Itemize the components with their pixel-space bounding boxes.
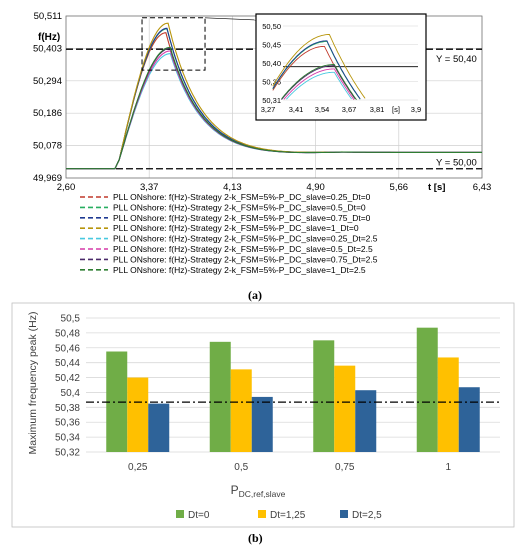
bar-x-axis-label: PDC,ref,slave — [231, 483, 286, 499]
series-line — [66, 46, 482, 170]
inset-x-tick-label: 3,54 — [315, 105, 330, 114]
bar-y-axis-label: Maximum frequency peak (Hz) — [27, 312, 39, 455]
bar-category-label: 1 — [445, 462, 451, 473]
bar — [209, 341, 231, 452]
inset-x-tick-label: [s] — [392, 105, 400, 114]
bar — [230, 369, 252, 452]
inset-series-line — [286, 71, 352, 100]
bar-y-tick-label: 50,44 — [55, 358, 80, 369]
legend-label: PLL ONshore: f(Hz)-Strategy 2-k_FSM=5%-P… — [113, 234, 378, 244]
x-tick-label: 4,90 — [306, 182, 325, 193]
bar-y-tick-label: 50,42 — [55, 373, 80, 384]
bar — [334, 365, 356, 452]
legend-label: PLL ONshore: f(Hz)-Strategy 2-k_FSM=5%-P… — [113, 223, 359, 233]
frequency-line-chart: 49,969 50,078 50,186 50,294 50,403 50,511 2,60… — [33, 11, 492, 275]
inset-x-tick-label: 3,27 — [261, 105, 276, 114]
y-tick-label: 50,511 — [34, 11, 62, 22]
bar-y-tick-label: 50,5 — [61, 314, 81, 325]
reference-label-bottom: Y = 50,00 — [436, 158, 477, 169]
legend-label: PLL ONshore: f(Hz)-Strategy 2-k_FSM=5%-P… — [113, 254, 378, 264]
legend-label: PLL ONshore: f(Hz)-Strategy 2-k_FSM=5%-P… — [113, 213, 371, 223]
bar — [127, 377, 149, 452]
inset-x-tick-label: 3,67 — [342, 105, 357, 114]
inset-x-tick-label: 3,41 — [289, 105, 304, 114]
inset-y-tick-label: 50,36 — [262, 78, 281, 87]
bar-category-label: 0,5 — [234, 462, 248, 473]
bar — [148, 403, 170, 452]
inset-x-tick-label: 3,81 — [370, 105, 385, 114]
reference-label-top: Y = 50,40 — [436, 54, 477, 65]
y-axis-label: f(Hz) — [38, 32, 60, 43]
inset-series-line — [283, 68, 355, 101]
caption-a: (a) — [248, 288, 262, 302]
bar-y-tick-label: 50,48 — [55, 328, 80, 339]
bar — [437, 357, 459, 452]
bar-legend-label: Dt=2,5 — [352, 510, 382, 521]
bar-legend-swatch — [258, 510, 266, 518]
inset-y-tick-label: 50,31 — [262, 96, 281, 105]
bar-category-label: 0,25 — [128, 462, 148, 473]
bar-y-tick-label: 50,36 — [55, 418, 80, 429]
bar — [458, 387, 480, 452]
x-axis-label: t [s] — [428, 182, 445, 193]
bar-y-tick-label: 50,32 — [55, 448, 80, 459]
inset-series-line — [281, 65, 356, 100]
legend-label: PLL ONshore: f(Hz)-Strategy 2-k_FSM=5%-P… — [113, 192, 371, 202]
bar-legend-swatch — [176, 510, 184, 518]
bar-y-tick-label: 50,34 — [55, 433, 80, 444]
bar-category-label: 0,75 — [335, 462, 355, 473]
inset-x-tick-label: 3,9 — [411, 105, 421, 114]
peak-bar-chart: 50,32 50,34 50,36 50,38 50,4 50,42 50,44 50,46 5… — [11, 302, 515, 528]
y-tick-label: 50,078 — [33, 141, 62, 152]
inset-y-tick-label: 50,45 — [262, 41, 281, 50]
y-tick-label: 49,969 — [33, 173, 62, 184]
inset-y-tick-label: 50,50 — [262, 22, 281, 31]
bar-legend-swatch — [340, 510, 348, 518]
bar — [251, 396, 273, 452]
bar — [355, 390, 377, 452]
legend-label: PLL ONshore: f(Hz)-Strategy 2-k_FSM=5%-P… — [113, 202, 366, 212]
legend-label: PLL ONshore: f(Hz)-Strategy 2-k_FSM=5%-P… — [113, 244, 373, 254]
x-tick-label: 2,60 — [57, 182, 76, 193]
caption-b: (b) — [248, 531, 263, 545]
x-tick-label: 5,66 — [390, 182, 409, 193]
x-tick-label: 4,13 — [223, 182, 242, 193]
legend-label: PLL ONshore: f(Hz)-Strategy 2-k_FSM=5%-P… — [113, 265, 366, 275]
bar — [416, 327, 438, 452]
y-tick-label: 50,186 — [33, 108, 62, 119]
inset-series-line — [272, 34, 366, 99]
bar — [106, 351, 128, 452]
bar-y-tick-label: 50,4 — [61, 388, 81, 399]
bar — [313, 340, 335, 452]
x-tick-label: 6,43 — [473, 182, 492, 193]
bar-legend-label: Dt=1,25 — [270, 510, 306, 521]
bar-legend-label: Dt=0 — [188, 510, 210, 521]
inset-y-tick-label: 50,40 — [262, 59, 281, 68]
y-tick-label: 50,294 — [33, 76, 62, 87]
bar-y-tick-label: 50,38 — [55, 403, 80, 414]
inset-series-line — [281, 64, 357, 101]
bar-y-tick-label: 50,46 — [55, 343, 80, 354]
inset-series-line — [272, 40, 361, 100]
y-tick-label: 50,403 — [33, 43, 62, 54]
inset-connector — [205, 17, 257, 21]
zoom-box — [141, 17, 206, 71]
x-tick-label: 3,37 — [140, 182, 159, 193]
